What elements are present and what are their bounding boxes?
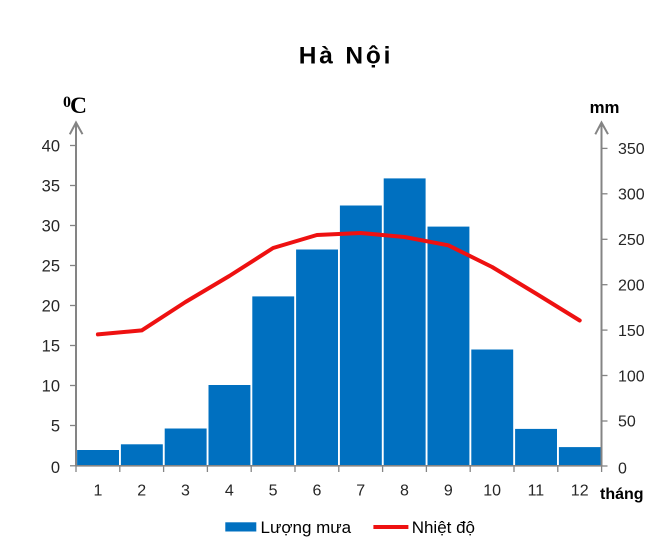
svg-text:200: 200 bbox=[618, 277, 645, 294]
svg-text:9: 9 bbox=[444, 483, 453, 500]
svg-text:40: 40 bbox=[42, 137, 60, 155]
svg-text:250: 250 bbox=[618, 232, 645, 249]
svg-text:3: 3 bbox=[181, 483, 190, 500]
svg-text:Hà Nội: Hà Nội bbox=[299, 43, 393, 70]
svg-text:mm: mm bbox=[590, 98, 620, 117]
svg-text:150: 150 bbox=[618, 323, 645, 340]
svg-text:5: 5 bbox=[51, 417, 60, 435]
svg-text:11: 11 bbox=[528, 483, 545, 500]
svg-text:0: 0 bbox=[63, 94, 71, 111]
svg-text:4: 4 bbox=[225, 483, 234, 500]
svg-text:20: 20 bbox=[42, 297, 60, 315]
svg-text:6: 6 bbox=[312, 483, 321, 500]
svg-text:35: 35 bbox=[42, 177, 60, 195]
svg-text:12: 12 bbox=[571, 483, 589, 500]
svg-text:100: 100 bbox=[618, 368, 645, 385]
svg-text:Nhiệt độ: Nhiệt độ bbox=[412, 518, 475, 537]
svg-text:5: 5 bbox=[269, 483, 278, 500]
svg-text:10: 10 bbox=[483, 483, 501, 500]
svg-text:tháng: tháng bbox=[600, 486, 644, 503]
svg-text:Lượng mưa: Lượng mưa bbox=[261, 518, 352, 537]
svg-text:30: 30 bbox=[42, 217, 60, 235]
svg-text:300: 300 bbox=[618, 187, 645, 204]
svg-text:1: 1 bbox=[93, 483, 102, 500]
svg-text:15: 15 bbox=[42, 337, 60, 355]
svg-text:10: 10 bbox=[42, 377, 60, 395]
svg-text:7: 7 bbox=[356, 483, 365, 500]
svg-text:0: 0 bbox=[51, 459, 60, 477]
svg-text:C: C bbox=[70, 93, 87, 119]
svg-text:50: 50 bbox=[618, 414, 636, 431]
svg-text:2: 2 bbox=[137, 483, 146, 500]
svg-text:8: 8 bbox=[400, 483, 409, 500]
svg-text:25: 25 bbox=[42, 257, 60, 275]
svg-text:0: 0 bbox=[618, 461, 627, 478]
svg-text:350: 350 bbox=[618, 141, 645, 158]
